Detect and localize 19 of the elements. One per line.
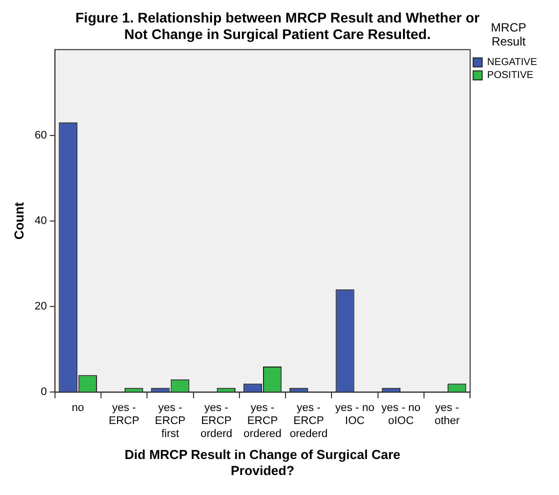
chart-title: Figure 1. Relationship between MRCP Result and Whether or Not Change in Surgical Patient Care Resulted. (75, 9, 480, 42)
x-tick-label: no (72, 402, 84, 414)
x-tick-label: yes - ERCP orederd (290, 402, 328, 440)
x-tick-label: yes - no IOC (335, 402, 374, 428)
legend-title: MRCP Result (490, 20, 526, 49)
x-tick-label: yes - ERCP (108, 402, 140, 428)
x-tick-label: yes - ERCP first (154, 402, 186, 440)
x-tick-label: yes - ERCP orderd (200, 402, 232, 440)
legend-label: NEGATIVE (487, 57, 538, 68)
legend-label: POSITIVE (487, 70, 534, 82)
x-tick-label: yes - ERCP ordered (244, 402, 282, 440)
y-axis-title: Count (11, 201, 26, 240)
x-axis-title: Did MRCP Result in Change of Surgical Care Provided? (124, 447, 400, 478)
y-tick-label: 60 (34, 129, 47, 142)
y-tick-label: 40 (34, 214, 47, 227)
y-tick-label: 0 (40, 386, 47, 398)
x-tick-label: yes - other (434, 402, 460, 428)
x-tick-label: yes - no oIOC (381, 402, 421, 428)
y-tick-label: 20 (34, 300, 47, 313)
